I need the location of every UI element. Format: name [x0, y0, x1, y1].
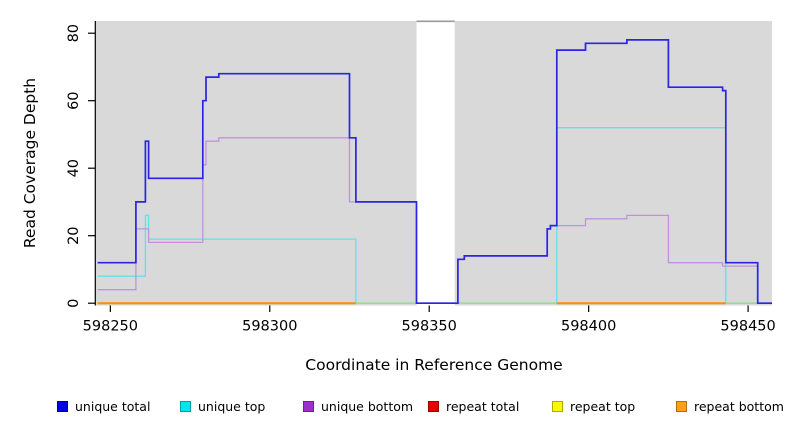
y-axis-title: Read Coverage Depth: [21, 77, 39, 249]
x-tick-label: 598300: [242, 319, 297, 335]
masked-region: [416, 21, 455, 306]
legend-label: repeat total: [446, 399, 520, 414]
legend-label: unique total: [75, 399, 151, 414]
unique-bottom-swatch-icon: [303, 401, 314, 412]
legend-item-repeat-bottom: repeat bottom: [676, 399, 784, 414]
unique-top-swatch-icon: [180, 401, 191, 412]
legend-label: repeat top: [570, 399, 636, 414]
y-tick-label: 80: [66, 24, 82, 42]
legend-item-unique-bottom: unique bottom: [303, 399, 413, 414]
x-tick-label: 598350: [402, 319, 457, 335]
y-tick-label: 60: [66, 91, 82, 109]
x-tick-label: 598250: [83, 319, 138, 335]
x-tick-label: 598400: [561, 319, 616, 335]
legend-label: repeat bottom: [694, 399, 784, 414]
repeat-top-swatch-icon: [552, 401, 563, 412]
legend-label: unique top: [198, 399, 266, 414]
unique-total-swatch-icon: [57, 401, 68, 412]
repeat-total-swatch-icon: [428, 401, 439, 412]
legend-item-repeat-total: repeat total: [428, 399, 519, 414]
series-line-unique-total: [97, 39, 772, 305]
legend-label: unique bottom: [321, 399, 414, 414]
repeat-bottom-swatch-icon: [676, 401, 687, 412]
y-tick-label: 20: [66, 226, 82, 244]
y-tick-label: 40: [66, 159, 82, 177]
x-tick-label: 598450: [720, 319, 775, 335]
legend-item-unique-top: unique top: [180, 399, 265, 414]
y-tick-label: 0: [66, 299, 82, 308]
legend-item-unique-total: unique total: [57, 399, 150, 414]
x-axis-title: Coordinate in Reference Genome: [305, 356, 563, 374]
legend-item-repeat-top: repeat top: [552, 399, 635, 414]
